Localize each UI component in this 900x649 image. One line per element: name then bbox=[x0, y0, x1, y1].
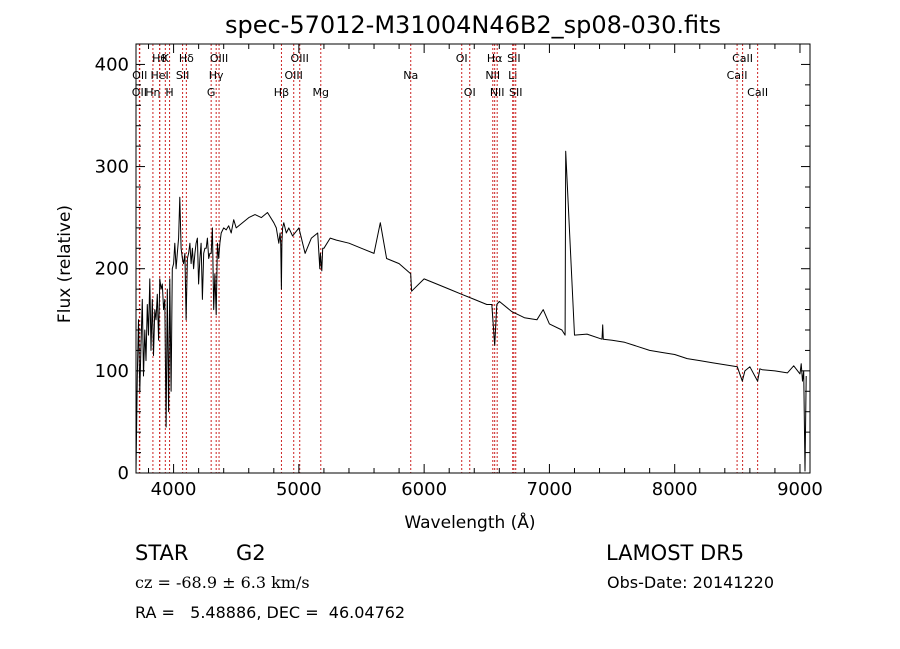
spectral-line-label: Hβ bbox=[274, 86, 289, 99]
x-tick-label: 5000 bbox=[276, 479, 322, 500]
spectral-line-label: CaII bbox=[747, 86, 768, 99]
spectral-line-label: Hθ bbox=[152, 52, 167, 65]
redshift-velocity: cz = -68.9 ± 6.3 km/s bbox=[135, 573, 310, 592]
object-class: STAR bbox=[135, 541, 189, 565]
sky-coordinates: RA = 5.48886, DEC = 46.04762 bbox=[135, 603, 406, 622]
spectral-line-label: H bbox=[165, 86, 173, 99]
spectral-line-label: OIII bbox=[285, 69, 303, 82]
spectrum-series bbox=[135, 150, 807, 474]
x-tick-label: 7000 bbox=[527, 479, 573, 500]
spectral-line-label: Hδ bbox=[179, 52, 194, 65]
x-axis-label: Wavelength (Å) bbox=[404, 511, 535, 533]
x-tick-label: 8000 bbox=[652, 479, 698, 500]
spectral-line-label: OIII bbox=[210, 52, 228, 65]
survey-release: LAMOST DR5 bbox=[606, 541, 745, 565]
y-tick-label: 400 bbox=[95, 54, 129, 75]
spectral-line-label: HeI bbox=[151, 69, 169, 82]
y-axis-label: Flux (relative) bbox=[55, 205, 75, 323]
spectral-line-label: G bbox=[207, 86, 216, 99]
plot-axes: 4000 5000 6000 7000 8000 9000 0 100 200 300 400 bbox=[95, 43, 823, 500]
spectral-line-label: Na bbox=[403, 69, 418, 82]
spectral-line-label: K bbox=[162, 52, 170, 65]
spectral-line-label: OIII bbox=[291, 52, 309, 65]
observation-date: Obs-Date: 20141220 bbox=[607, 573, 775, 592]
spectral-line-label: OI bbox=[464, 86, 476, 99]
spectral-line-label: Hη bbox=[145, 86, 160, 99]
spectral-line-label: CaII bbox=[727, 69, 748, 82]
spectral-line-label: OII bbox=[132, 69, 147, 82]
x-tick-label: 4000 bbox=[151, 479, 197, 500]
spectrum-line bbox=[135, 150, 807, 474]
spectral-line-label: Mg bbox=[313, 86, 329, 99]
y-tick-label: 0 bbox=[118, 463, 129, 484]
x-tick-label: 6000 bbox=[401, 479, 447, 500]
x-tick-label: 9000 bbox=[777, 479, 823, 500]
plot-frame bbox=[135, 43, 811, 474]
chart-title: spec-57012-M31004N46B2_sp08-030.fits bbox=[225, 11, 721, 39]
y-tick-label: 100 bbox=[95, 361, 129, 382]
spectral-line-label: SII bbox=[509, 86, 522, 99]
spectral-line-label: NII bbox=[485, 69, 500, 82]
spectral-line-label: SII bbox=[176, 69, 189, 82]
spectral-line-label: Hγ bbox=[209, 69, 224, 82]
y-tick-label: 200 bbox=[95, 259, 129, 280]
spectral-line-label: Li bbox=[508, 69, 517, 82]
spectral-line-markers: OIIOIIHηHθHeIKHSIIHδGHγOIIIHβOIIIOIIIMgN… bbox=[132, 44, 768, 473]
spectral-line-label: OI bbox=[456, 52, 468, 65]
spectral-line-label: SII bbox=[507, 52, 520, 65]
y-tick-label: 300 bbox=[95, 157, 129, 178]
spectral-subclass: G2 bbox=[236, 541, 266, 565]
spectral-line-label: NII bbox=[490, 86, 505, 99]
spectral-line-label: Hα bbox=[487, 52, 503, 65]
spectral-line-label: CaII bbox=[732, 52, 753, 65]
